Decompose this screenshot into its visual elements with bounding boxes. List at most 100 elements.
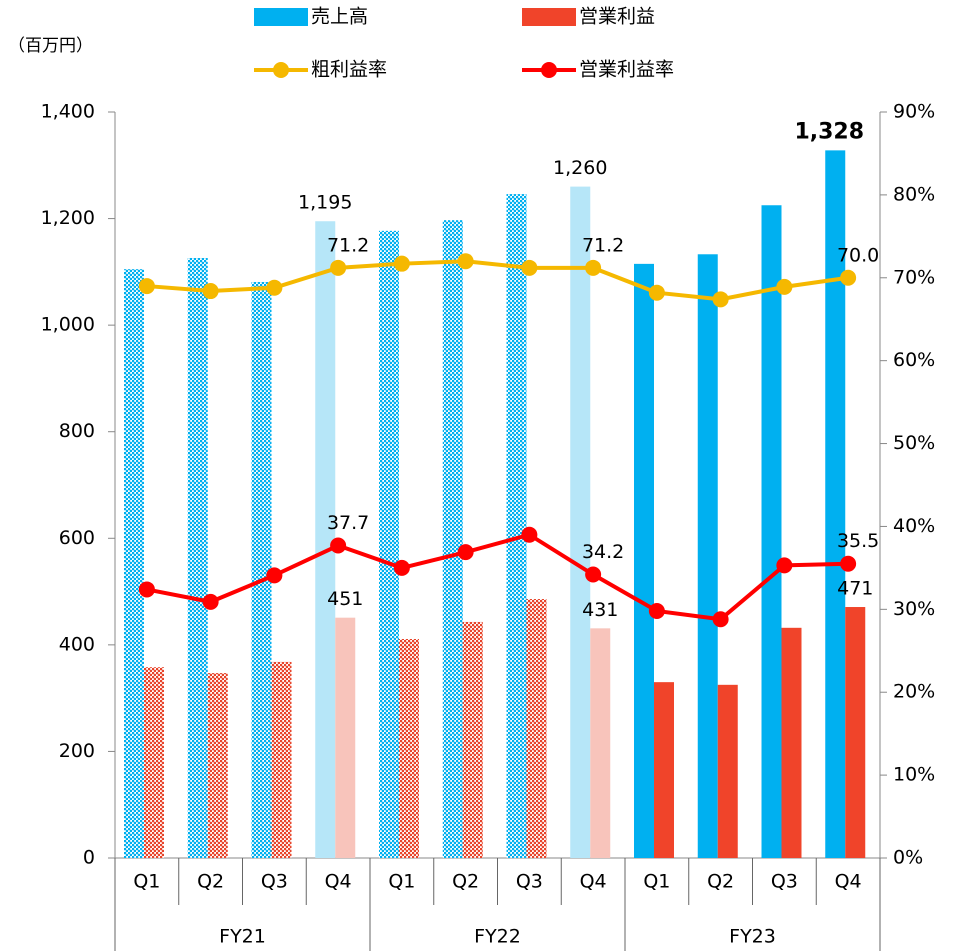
bar (781, 627, 802, 858)
y-tick-label: 1,000 (41, 314, 95, 336)
line-marker (393, 255, 410, 272)
group-label: FY22 (474, 926, 521, 948)
bar (251, 281, 272, 858)
y2-tick-label: 0% (893, 847, 923, 869)
y2-tick-label: 50% (893, 432, 935, 454)
line-marker (202, 593, 219, 610)
line-marker (776, 278, 793, 295)
bar (315, 221, 336, 858)
legend-marker (273, 62, 289, 78)
line-marker (457, 544, 474, 561)
line-marker (266, 567, 283, 584)
y-tick-label: 600 (59, 527, 95, 549)
x-tick-label: Q2 (707, 871, 734, 893)
line-marker (585, 259, 602, 276)
bar (144, 667, 164, 858)
line-marker (648, 602, 665, 619)
legend-marker (541, 62, 557, 78)
legend-label: 粗利益率 (311, 59, 387, 81)
bar (526, 599, 547, 858)
bar (335, 617, 356, 858)
y-tick-label: 0 (83, 847, 95, 869)
x-tick-label: Q3 (516, 871, 543, 893)
line-marker (138, 581, 155, 598)
bar (207, 673, 228, 858)
x-tick-label: Q3 (771, 871, 798, 893)
bar (825, 150, 846, 858)
bar (717, 684, 738, 858)
data-label: 451 (327, 588, 363, 610)
data-label: 37.7 (327, 512, 369, 534)
bar (124, 269, 144, 858)
line-marker (840, 269, 857, 286)
y2-tick-label: 70% (893, 266, 935, 288)
line (146, 259, 849, 302)
line-marker (266, 279, 283, 296)
x-tick-label: Q4 (325, 871, 352, 893)
data-label: 471 (837, 578, 873, 600)
line-marker (585, 566, 602, 583)
legend-label: 営業利益率 (579, 59, 674, 81)
data-label: 71.2 (582, 234, 624, 256)
legend-swatch (254, 8, 308, 26)
x-tick-label: Q1 (388, 871, 415, 893)
y2-tick-label: 60% (893, 349, 935, 371)
x-tick-label: Q4 (835, 871, 862, 893)
bar (761, 205, 782, 858)
data-label: 70.0 (837, 244, 879, 266)
bar (590, 628, 611, 858)
line-marker (330, 259, 347, 276)
line-marker (648, 284, 665, 301)
line (146, 532, 849, 622)
y2-tick-label: 40% (893, 515, 935, 537)
data-label: 35.5 (837, 530, 879, 552)
line-marker (521, 526, 538, 543)
bar (187, 258, 208, 858)
line-marker (393, 559, 410, 576)
line-marker (776, 557, 793, 574)
line-marker (521, 259, 538, 276)
line-marker (712, 291, 729, 308)
x-tick-label: Q2 (197, 871, 224, 893)
line-marker (840, 555, 857, 572)
legend-label: 営業利益 (579, 6, 655, 28)
y2-tick-label: 90% (893, 101, 935, 123)
y-tick-label: 800 (59, 420, 95, 442)
data-label: 431 (582, 599, 618, 621)
bar (399, 638, 419, 858)
y2-tick-label: 10% (893, 764, 935, 786)
x-tick-label: Q1 (133, 871, 160, 893)
line-marker (138, 278, 155, 295)
y-tick-label: 1,400 (41, 101, 95, 123)
x-tick-label: Q1 (643, 871, 670, 893)
x-tick-label: Q2 (452, 871, 479, 893)
data-label: 1,328 (794, 119, 864, 144)
data-label: 71.2 (327, 234, 369, 256)
bar (379, 230, 399, 858)
line-marker (712, 611, 729, 628)
y-axis-label: （百万円） (8, 36, 93, 56)
y-tick-label: 1,200 (41, 207, 95, 229)
x-tick-label: Q4 (580, 871, 607, 893)
bar (570, 186, 591, 859)
data-label: 1,195 (298, 192, 352, 214)
line-marker (457, 253, 474, 270)
y2-tick-label: 20% (893, 681, 935, 703)
line-marker (330, 537, 347, 554)
legend-swatch (522, 8, 576, 26)
data-label: 34.2 (582, 541, 624, 563)
line-marker (202, 283, 219, 300)
bar (506, 194, 527, 858)
group-label: FY21 (219, 926, 266, 948)
y-tick-label: 200 (59, 740, 95, 762)
bar (845, 607, 866, 858)
bar (634, 263, 654, 859)
y2-tick-label: 80% (893, 183, 935, 205)
x-tick-label: Q3 (261, 871, 288, 893)
y2-tick-label: 30% (893, 598, 935, 620)
bar (442, 220, 463, 859)
bar (654, 682, 674, 858)
bar (462, 621, 483, 858)
bar (271, 661, 292, 858)
legend-label: 売上高 (311, 6, 368, 28)
